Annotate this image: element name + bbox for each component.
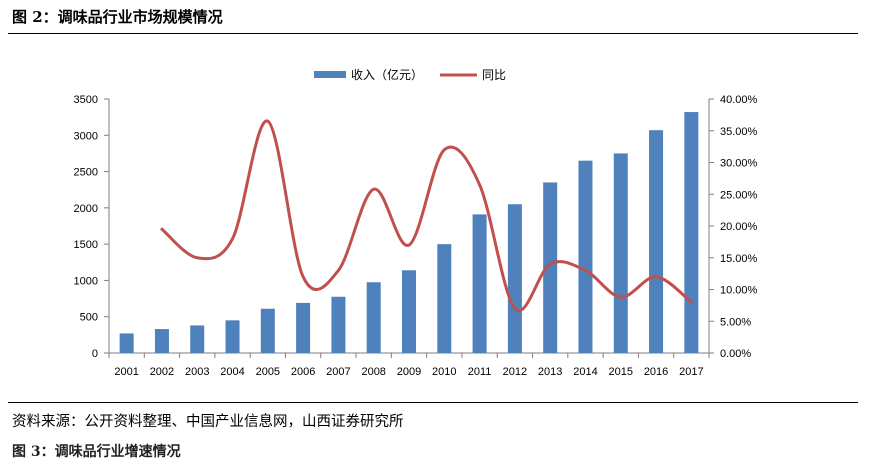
left-tick-label: 3000 [74, 130, 98, 142]
x-tick-label: 2010 [432, 366, 456, 378]
x-tick-label: 2011 [468, 366, 492, 378]
bars-layer [120, 112, 699, 353]
legend-swatch-revenue [314, 71, 346, 78]
x-tick-label: 2008 [361, 366, 385, 378]
right-tick-label: 15.00% [720, 253, 758, 265]
x-tick-label: 2003 [185, 366, 209, 378]
left-tick-label: 500 [80, 312, 98, 324]
x-tick-label: 2014 [573, 366, 597, 378]
right-tick-label: 35.00% [720, 126, 758, 138]
right-tick-label: 25.00% [720, 189, 758, 201]
line-layer [162, 121, 691, 311]
right-tick-label: 40.00% [720, 94, 758, 106]
x-tick-label: 2006 [291, 366, 315, 378]
bar-2002 [155, 329, 169, 353]
left-tick-label: 1500 [74, 239, 98, 251]
left-tick-label: 2500 [74, 167, 98, 179]
bar-2007 [331, 297, 345, 353]
left-tick-label: 0 [92, 348, 98, 360]
bottom-rule [8, 402, 858, 403]
right-tick-label: 10.00% [720, 285, 758, 297]
x-tick-label: 2005 [256, 366, 280, 378]
x-tick-label: 2007 [326, 366, 350, 378]
left-tick-label: 2000 [74, 203, 98, 215]
bar-2014 [578, 161, 592, 353]
bar-2010 [437, 244, 451, 353]
x-tick-label: 2012 [503, 366, 527, 378]
bar-2017 [684, 112, 698, 353]
left-tick-label: 3500 [74, 94, 98, 106]
bar-2012 [508, 204, 522, 353]
bar-2011 [473, 214, 487, 353]
bar-2003 [190, 325, 204, 353]
bar-2001 [120, 333, 134, 353]
legend: 收入（亿元） 同比 [314, 67, 506, 82]
right-tick-label: 30.00% [720, 158, 758, 170]
bar-2004 [226, 320, 240, 353]
bar-2016 [649, 130, 663, 353]
legend-label-revenue: 收入（亿元） [351, 67, 423, 82]
x-tick-label: 2013 [538, 366, 562, 378]
x-tick-label: 2002 [150, 366, 174, 378]
bar-2015 [614, 153, 628, 353]
bar-2009 [402, 270, 416, 353]
bar-2008 [367, 282, 381, 353]
yoy-growth-line [162, 121, 691, 311]
right-tick-label: 0.00% [720, 348, 751, 360]
combo-chart: 0 500 1000 1500 2000 2500 3000 3500 0.00% 5.00% 10… [0, 0, 870, 400]
left-tick-label: 1000 [74, 275, 98, 287]
right-tick-label: 20.00% [720, 221, 758, 233]
legend-label-yoy: 同比 [482, 68, 506, 82]
next-figure-caption: 图 3：调味品行业增速情况 [12, 441, 181, 461]
x-tick-label: 2004 [220, 366, 244, 378]
bar-2006 [296, 303, 310, 353]
x-tick-label: 2016 [644, 366, 668, 378]
x-tick-label: 2017 [679, 366, 703, 378]
x-tick-label: 2015 [609, 366, 633, 378]
x-tick-label: 2001 [114, 366, 138, 378]
right-tick-label: 5.00% [720, 316, 751, 328]
x-tick-label: 2009 [397, 366, 421, 378]
source-note: 资料来源：公开资料整理、中国产业信息网，山西证券研究所 [12, 410, 404, 431]
bar-2005 [261, 309, 275, 353]
